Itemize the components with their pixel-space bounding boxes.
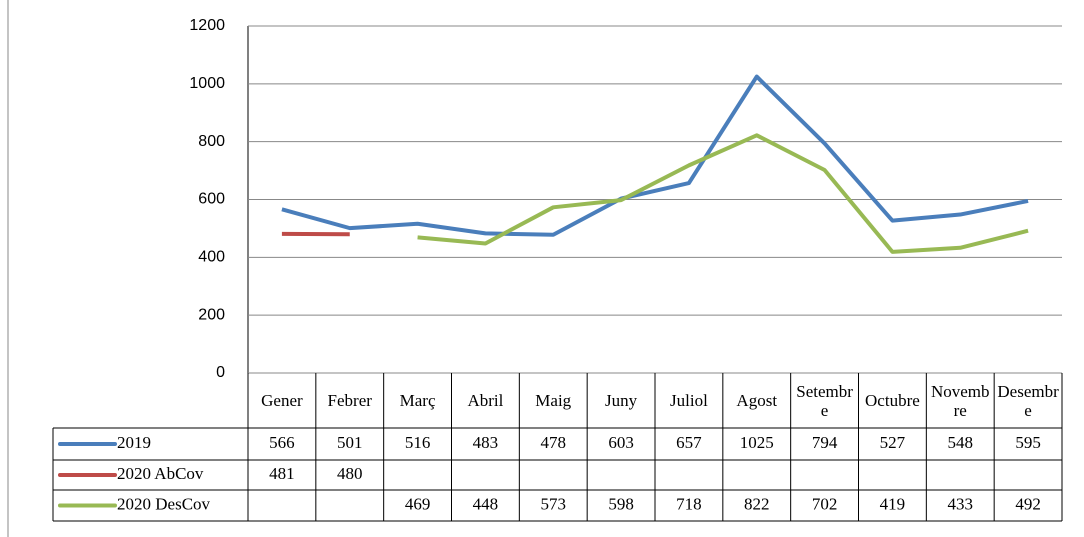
table-value: 516	[405, 433, 431, 452]
category-cell: Agost	[736, 391, 778, 410]
table-value: 1025	[740, 433, 774, 452]
x-tick-label: Gener	[261, 391, 303, 410]
category-cell: Maig	[535, 391, 572, 410]
table-value: 822	[744, 494, 770, 513]
table-value: 492	[1015, 494, 1041, 513]
y-tick-label: 800	[198, 133, 225, 150]
table-value: 595	[1015, 433, 1041, 452]
x-tick-label: Febrer	[327, 391, 372, 410]
category-cell: Octubre	[865, 391, 920, 410]
table-value: 548	[948, 433, 974, 452]
category-cell: Març	[399, 391, 436, 410]
table-value: 481	[269, 464, 295, 483]
table-value: 480	[337, 464, 363, 483]
x-tick-label: Abril	[467, 391, 504, 410]
series-line	[417, 133, 1029, 254]
category-cell: Abril	[467, 391, 504, 410]
x-tick-label: Novembre	[930, 381, 990, 420]
category-cell: Febrer	[327, 391, 372, 410]
table-value: 573	[541, 494, 567, 513]
y-tick-label: 0	[216, 364, 225, 381]
x-tick-label: Juny	[605, 391, 638, 410]
legend-label: 2020 DesCov	[117, 494, 211, 513]
y-tick-label: 400	[198, 249, 225, 266]
table-value: 478	[541, 433, 567, 452]
x-tick-label: Setembre	[796, 381, 853, 420]
table-value: 702	[812, 494, 838, 513]
table-value: 603	[608, 433, 634, 452]
table-value: 433	[948, 494, 974, 513]
table-value: 794	[812, 433, 838, 452]
table-value: 598	[608, 494, 634, 513]
legend-label: 2019	[117, 433, 151, 452]
category-cell: Desembre	[997, 381, 1059, 420]
table-value: 566	[269, 433, 295, 452]
x-tick-label: Agost	[736, 391, 778, 410]
table-value: 527	[880, 433, 906, 452]
category-cell: Gener	[261, 391, 303, 410]
table-value: 469	[405, 494, 431, 513]
table-value: 483	[473, 433, 499, 452]
y-tick-label: 600	[198, 191, 225, 208]
category-cell: Novembre	[930, 381, 990, 420]
table-value: 657	[676, 433, 702, 452]
y-tick-label: 1000	[189, 75, 225, 92]
category-cell: Juliol	[670, 391, 708, 410]
x-tick-label: Octubre	[865, 391, 920, 410]
table-value: 501	[337, 433, 363, 452]
x-tick-label: Maig	[535, 391, 572, 410]
x-tick-label: Juliol	[670, 391, 708, 410]
y-tick-label: 200	[198, 306, 225, 323]
table-value: 448	[473, 494, 499, 513]
table-value: 419	[880, 494, 906, 513]
table-value: 718	[676, 494, 702, 513]
legend-label: 2020 AbCov	[117, 464, 204, 483]
x-tick-label: Març	[399, 391, 436, 410]
category-cell: Juny	[605, 391, 638, 410]
x-tick-label: Desembre	[997, 381, 1059, 420]
series-line	[281, 74, 1029, 237]
y-tick-label: 1200	[189, 17, 225, 34]
category-cell: Setembre	[796, 381, 853, 420]
